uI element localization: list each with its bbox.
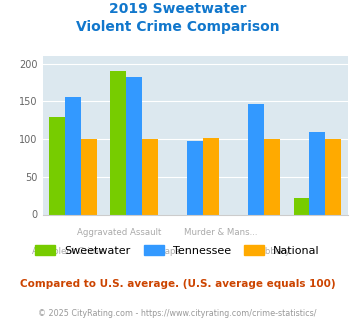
- Bar: [49, 117, 65, 214]
- Text: Murder & Mans...: Murder & Mans...: [184, 228, 257, 237]
- Bar: [310, 132, 325, 214]
- Bar: [325, 139, 341, 214]
- Text: Rape: Rape: [159, 248, 181, 256]
- Bar: [264, 139, 280, 214]
- Text: 2019 Sweetwater: 2019 Sweetwater: [109, 2, 246, 16]
- Bar: [294, 198, 310, 214]
- Bar: [81, 139, 97, 214]
- Bar: [142, 139, 158, 214]
- Bar: [203, 138, 219, 214]
- Bar: [110, 71, 126, 215]
- Text: Aggravated Assault: Aggravated Assault: [77, 228, 161, 237]
- Text: Robbery: Robbery: [253, 248, 290, 256]
- Text: Compared to U.S. average. (U.S. average equals 100): Compared to U.S. average. (U.S. average …: [20, 279, 335, 289]
- Text: © 2025 CityRating.com - https://www.cityrating.com/crime-statistics/: © 2025 CityRating.com - https://www.city…: [38, 309, 317, 317]
- Bar: [248, 104, 264, 214]
- Text: Violent Crime Comparison: Violent Crime Comparison: [76, 20, 279, 34]
- Bar: [187, 141, 203, 214]
- Legend: Sweetwater, Tennessee, National: Sweetwater, Tennessee, National: [31, 241, 324, 260]
- Bar: [65, 97, 81, 214]
- Bar: [126, 77, 142, 214]
- Text: All Violent Crime: All Violent Crime: [32, 248, 104, 256]
